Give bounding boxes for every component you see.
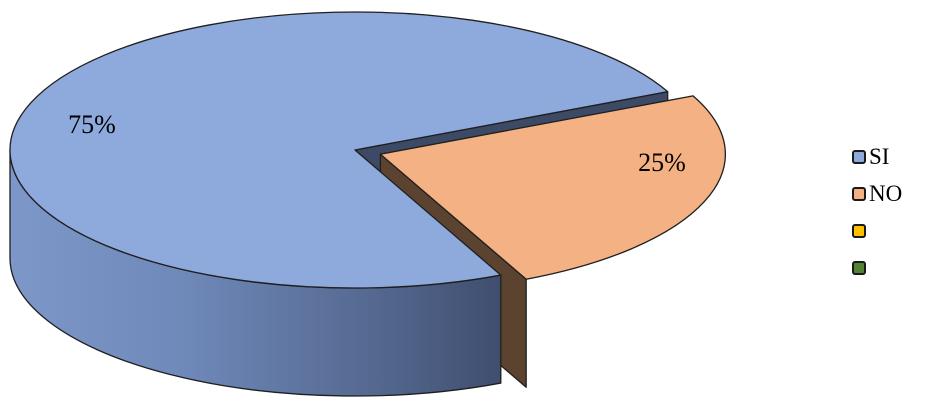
legend-swatch-no <box>852 186 866 201</box>
chart-legend: SI NO <box>852 138 902 286</box>
data-label-no: 25% <box>638 148 686 177</box>
data-label-si: 75% <box>68 110 116 139</box>
legend-swatch-3 <box>852 223 866 238</box>
legend-label-no: NO <box>869 181 903 206</box>
legend-swatch-4 <box>852 260 866 275</box>
legend-item-3 <box>852 212 902 249</box>
slice-si <box>9 11 669 289</box>
legend-item-si: SI <box>852 138 902 175</box>
legend-swatch-si <box>852 149 866 164</box>
legend-item-4 <box>852 249 902 286</box>
legend-label-si: SI <box>869 144 890 169</box>
legend-item-no: NO <box>852 175 902 212</box>
slice-no <box>379 95 727 280</box>
